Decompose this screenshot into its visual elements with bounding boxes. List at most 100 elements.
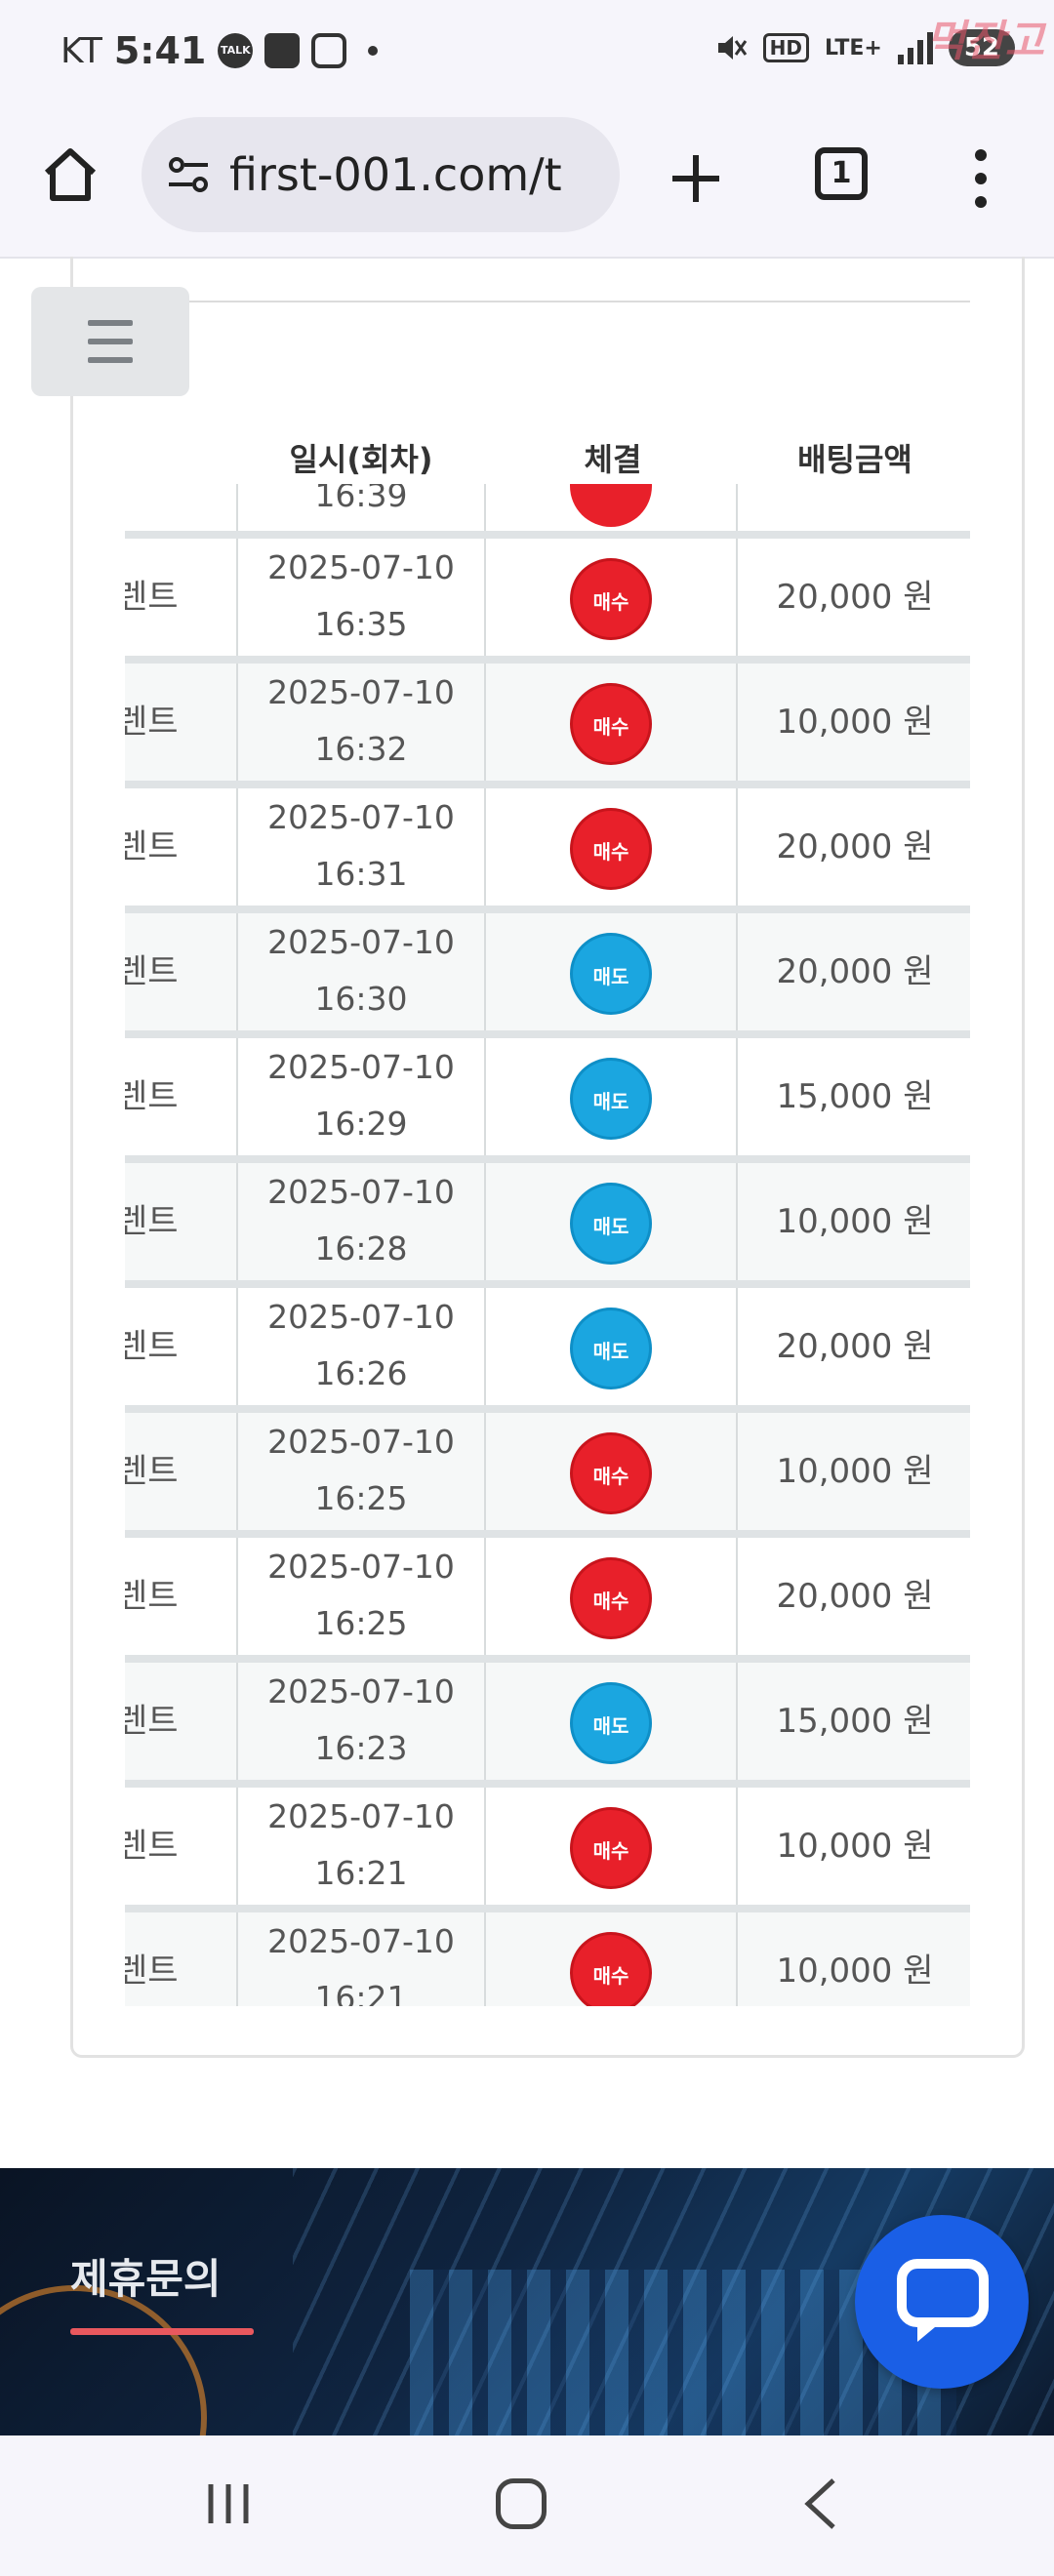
sell-badge: 매도 — [570, 933, 652, 1015]
row-time: 16:28 — [314, 1229, 408, 1268]
back-icon[interactable] — [800, 2476, 839, 2531]
row-result: 매도 — [488, 1163, 738, 1280]
table-row[interactable]: 렌트 2025-07-10 16:25 매수 20,000 원 — [125, 1538, 970, 1663]
row-amount: 10,000 원 — [776, 1452, 934, 1491]
row-date: 2025-07-10 — [267, 1548, 455, 1586]
row-datetime: 2025-07-10 16:25 — [236, 1538, 486, 1655]
row-result: 매수 — [488, 664, 738, 781]
bet-history-table[interactable]: 렌트 2025-07-10 16:35 매수 20,000 원 렌트 2025-07-10 1… — [125, 484, 970, 2006]
row-amount: 10,000 원 — [776, 1827, 934, 1866]
row-time: 16:30 — [314, 980, 408, 1018]
header-amount: 배팅금액 — [797, 441, 912, 478]
table-row[interactable]: 렌트 2025-07-10 16:23 매도 15,000 원 — [125, 1663, 970, 1788]
recent-apps-icon[interactable] — [205, 2482, 252, 2525]
sell-badge: 매도 — [570, 1682, 652, 1764]
table-row[interactable]: 렌트 2025-07-10 16:28 매도 10,000 원 — [125, 1163, 970, 1288]
buy-badge: 매수 — [570, 1807, 652, 1889]
row-date: 2025-07-10 — [267, 1048, 455, 1086]
footer-banner: 제휴문의 — [0, 2168, 1054, 2435]
row-datetime: 2025-07-10 16:26 — [236, 1288, 486, 1405]
hamburger-icon-line — [88, 357, 133, 363]
row-name: 렌트 — [125, 1827, 179, 1866]
row-time: 16:26 — [314, 1354, 408, 1392]
signal-icon — [897, 31, 933, 64]
content-card — [70, 257, 1025, 2058]
table-row[interactable]: 렌트 2025-07-10 16:32 매수 10,000 원 — [125, 664, 970, 788]
banner-glow-ring — [0, 2285, 207, 2435]
header-datetime: 일시(회차) — [289, 441, 433, 478]
sell-badge: 매도 — [570, 1183, 652, 1265]
row-amount: 20,000 원 — [776, 1577, 934, 1616]
table-row[interactable]: 렌트 2025-07-10 16:35 매수 20,000 원 — [125, 539, 970, 664]
hamburger-icon — [88, 320, 133, 326]
row-time: 16:25 — [314, 1604, 408, 1642]
hamburger-menu-button[interactable] — [31, 287, 189, 396]
row-datetime: 2025-07-10 16:30 — [236, 913, 486, 1030]
sell-badge: 매도 — [570, 1308, 652, 1389]
row-name: 렌트 — [125, 1577, 179, 1616]
section-divider — [74, 301, 970, 302]
row-datetime: 2025-07-10 16:32 — [236, 664, 486, 781]
row-amount: 10,000 원 — [776, 1952, 934, 1991]
watermark-logo: 먹잔고 — [925, 17, 1044, 66]
buy-badge: 매수 — [570, 683, 652, 765]
table-row[interactable]: 렌트 2025-07-10 16:31 매수 20,000 원 — [125, 788, 970, 913]
instagram-icon — [311, 33, 347, 68]
address-bar[interactable]: first-001.com/t — [142, 117, 620, 232]
row-name: 렌트 — [125, 703, 179, 742]
row-date: 2025-07-10 — [267, 1672, 455, 1711]
row-datetime: 2025-07-10 16:29 — [236, 1038, 486, 1155]
tab-switcher-button[interactable]: 1 — [815, 147, 868, 200]
chat-button[interactable] — [855, 2215, 1029, 2389]
buy-badge: 매수 — [570, 1932, 652, 2006]
row-datetime: 2025-07-10 16:31 — [236, 788, 486, 906]
row-datetime: 2025-07-10 16:28 — [236, 1163, 486, 1280]
table-row[interactable]: 렌트 2025-07-10 16:26 매도 20,000 원 — [125, 1288, 970, 1413]
table-row[interactable]: 렌트 2025-07-10 16:30 매도 20,000 원 — [125, 913, 970, 1038]
row-time: 16:25 — [314, 1479, 408, 1517]
home-nav-icon[interactable] — [496, 2478, 547, 2529]
row-result: 매수 — [488, 539, 738, 656]
row-amount: 20,000 원 — [776, 952, 934, 991]
site-settings-icon[interactable] — [165, 151, 212, 198]
row-name: 렌트 — [125, 578, 179, 617]
row-result: 매도 — [488, 1663, 738, 1780]
browser-toolbar: first-001.com/t 1 — [0, 112, 1054, 259]
table-row[interactable]: 렌트 2025-07-10 16:25 매수 10,000 원 — [125, 1413, 970, 1538]
row-result: 매수 — [488, 1788, 738, 1905]
buy-badge: 매수 — [570, 1432, 652, 1514]
title-underline — [70, 2328, 254, 2335]
row-result: 매수 — [488, 1413, 738, 1530]
clock: 5:41 — [113, 29, 207, 72]
row-amount: 20,000 원 — [776, 827, 934, 866]
row-date: 2025-07-10 — [267, 1298, 455, 1336]
row-date: 2025-07-10 — [267, 1797, 455, 1835]
row-datetime: 2025-07-10 16:21 — [236, 1912, 486, 2006]
row-amount: 10,000 원 — [776, 703, 934, 742]
more-menu-icon[interactable] — [971, 147, 991, 210]
url-text[interactable]: first-001.com/t — [229, 148, 562, 201]
row-time: 16:32 — [314, 730, 408, 768]
row-name: 렌트 — [125, 1077, 179, 1116]
row-datetime: 2025-07-10 16:35 — [236, 539, 486, 656]
row-time: 16:35 — [314, 605, 408, 643]
row-amount: 20,000 원 — [776, 578, 934, 617]
chat-bubble-icon — [897, 2259, 989, 2342]
hd-icon: HD — [762, 33, 809, 62]
table-row[interactable]: 렌트 2025-07-10 16:21 매수 10,000 원 — [125, 1912, 970, 2006]
table-row[interactable]: 렌트 2025-07-10 16:29 매도 15,000 원 — [125, 1038, 970, 1163]
row-result: 매수 — [488, 1912, 738, 2006]
talk-icon: TALK — [218, 33, 254, 68]
partnership-inquiry-link[interactable]: 제휴문의 — [70, 2255, 222, 2303]
table-row-partial: 16:39 — [125, 484, 970, 539]
buy-badge — [570, 484, 652, 527]
table-row[interactable]: 렌트 2025-07-10 16:21 매수 10,000 원 — [125, 1788, 970, 1912]
carrier-label: KT — [61, 30, 102, 71]
row-result: 매수 — [488, 788, 738, 906]
row-time: 16:21 — [314, 1979, 408, 2006]
new-tab-icon[interactable] — [669, 151, 723, 206]
row-name: 렌트 — [125, 827, 179, 866]
home-icon[interactable] — [39, 143, 101, 206]
row-time: 16:21 — [314, 1854, 408, 1892]
more-notifications-dot — [368, 46, 379, 56]
